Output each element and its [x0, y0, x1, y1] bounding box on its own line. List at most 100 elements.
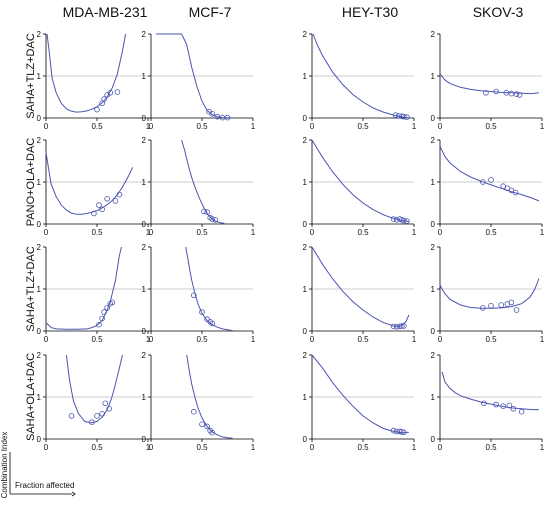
x-tick-label: 0 [44, 335, 49, 344]
data-point [396, 428, 403, 435]
data-point [116, 191, 123, 198]
y-tick-label: 2 [303, 136, 308, 145]
x-tick-label: 0 [149, 122, 154, 131]
y-tick-label: 0 [303, 220, 308, 229]
x-tick-label: 0 [149, 443, 154, 452]
fit-curve-4 [45, 152, 134, 215]
y-tick-label: 2 [37, 243, 42, 252]
data-point [404, 114, 410, 120]
data-point [483, 90, 489, 96]
x-tick-label: 1 [412, 443, 417, 452]
x-tick-label: 0 [44, 443, 49, 452]
x-tick-label: 0.5 [196, 122, 208, 131]
legend-x-arrowhead [71, 491, 76, 497]
row-label-2: SAHA+TLZ+DAC [25, 246, 37, 332]
data-point [201, 208, 207, 215]
data-point [209, 320, 216, 327]
y-tick-label: 2 [303, 351, 308, 360]
y-tick-label: 0 [37, 220, 42, 229]
x-tick-label: 0 [310, 228, 315, 237]
x-tick-label: 1 [251, 122, 256, 131]
y-tick-label: 2 [431, 243, 436, 252]
data-point [396, 323, 403, 330]
data-point [392, 112, 399, 118]
y-tick-label: 1 [142, 72, 147, 81]
x-tick-label: 0 [44, 228, 49, 237]
x-tick-label: 1 [540, 335, 545, 344]
y-tick-label: 2 [303, 30, 308, 39]
data-point [114, 89, 121, 95]
data-point [191, 292, 197, 299]
data-point [199, 421, 205, 428]
data-point [488, 177, 494, 183]
data-point [99, 410, 105, 417]
y-tick-label: 1 [303, 285, 308, 294]
x-tick-label: 1 [540, 443, 545, 452]
x-tick-label: 0.5 [196, 228, 208, 237]
y-tick-label: 1 [303, 178, 308, 187]
column-title-1: MCF-7 [189, 4, 232, 20]
data-point [512, 189, 519, 196]
data-point [400, 323, 407, 329]
y-tick-label: 1 [431, 72, 436, 81]
x-tick-label: 0.5 [357, 122, 369, 131]
data-point [400, 217, 407, 224]
y-tick-label: 0 [142, 220, 147, 229]
x-tick-label: 1 [412, 228, 417, 237]
data-point [398, 429, 405, 435]
y-tick-label: 2 [37, 30, 42, 39]
data-point [209, 429, 216, 436]
x-tick-label: 0.5 [357, 335, 369, 344]
data-point [89, 419, 95, 426]
data-point [500, 403, 507, 410]
y-tick-label: 2 [431, 30, 436, 39]
fit-curve-5 [181, 139, 225, 224]
y-tick-label: 0 [303, 114, 308, 123]
y-tick-label: 0 [37, 327, 42, 336]
data-point [101, 96, 107, 102]
x-tick-label: 0 [44, 122, 49, 131]
data-point [398, 323, 405, 329]
x-tick-label: 1 [146, 443, 151, 452]
row-label-0: SAHA+TLZ+DAC [25, 33, 37, 119]
y-tick-label: 2 [431, 136, 436, 145]
x-tick-label: 0 [438, 443, 443, 452]
x-tick-label: 0 [149, 335, 154, 344]
y-tick-label: 0 [303, 327, 308, 336]
fit-curve-13 [186, 354, 233, 439]
x-tick-label: 0 [438, 335, 443, 344]
x-tick-label: 0 [310, 443, 315, 452]
x-tick-label: 0.5 [485, 122, 497, 131]
y-tick-label: 0 [431, 435, 436, 444]
fit-curve-8 [45, 246, 122, 330]
y-tick-label: 1 [37, 178, 42, 187]
y-tick-label: 0 [142, 435, 147, 444]
data-point [91, 210, 97, 217]
x-tick-label: 1 [412, 335, 417, 344]
fit-curve-6 [311, 139, 409, 222]
data-point [112, 198, 119, 204]
data-point [506, 402, 513, 409]
data-point [393, 323, 400, 330]
data-point [404, 218, 410, 224]
data-point [214, 113, 221, 120]
y-tick-label: 1 [431, 178, 436, 187]
data-point [191, 408, 197, 415]
data-point [503, 90, 510, 96]
y-tick-label: 2 [142, 243, 147, 252]
x-tick-label: 1 [146, 228, 151, 237]
x-tick-label: 0.5 [196, 443, 208, 452]
data-point [513, 91, 520, 97]
x-tick-label: 1 [251, 335, 256, 344]
y-tick-label: 1 [37, 72, 42, 81]
x-tick-label: 0.5 [485, 443, 497, 452]
data-point [513, 307, 520, 313]
data-point [68, 413, 75, 419]
data-point [224, 114, 231, 121]
fit-curve-11 [439, 278, 540, 309]
data-point [498, 302, 505, 308]
x-tick-label: 1 [146, 335, 151, 344]
y-tick-label: 0 [431, 220, 436, 229]
data-point [400, 113, 407, 120]
